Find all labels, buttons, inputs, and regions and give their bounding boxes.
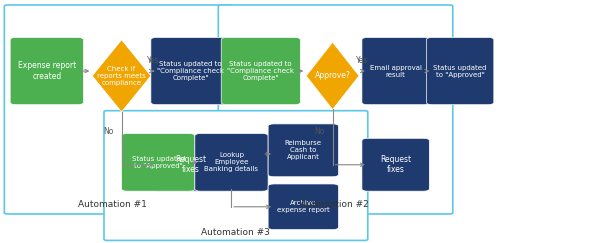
Text: Request
fixes: Request fixes <box>175 155 206 174</box>
Text: Approve?: Approve? <box>315 71 350 80</box>
Polygon shape <box>92 40 151 112</box>
FancyBboxPatch shape <box>268 184 339 230</box>
Text: Automation #3: Automation #3 <box>201 227 270 236</box>
Text: Reimburse
Cash to
Applicant: Reimburse Cash to Applicant <box>285 140 322 160</box>
Text: Archive
expense report: Archive expense report <box>277 200 330 213</box>
FancyBboxPatch shape <box>4 5 233 214</box>
Text: Status updated to
"Compliance check
Complete": Status updated to "Compliance check Comp… <box>227 61 294 81</box>
Text: Automation #2: Automation #2 <box>300 200 369 209</box>
FancyBboxPatch shape <box>121 133 195 191</box>
FancyBboxPatch shape <box>195 133 268 191</box>
Text: No: No <box>315 127 325 136</box>
Polygon shape <box>306 42 359 110</box>
Text: No: No <box>104 127 114 136</box>
FancyBboxPatch shape <box>362 37 429 105</box>
Text: Yes: Yes <box>147 56 159 65</box>
Text: Request
fixes: Request fixes <box>380 155 411 174</box>
Text: Lookup
Employee
Banking details: Lookup Employee Banking details <box>204 152 259 172</box>
FancyBboxPatch shape <box>10 37 84 105</box>
FancyBboxPatch shape <box>104 111 368 240</box>
FancyBboxPatch shape <box>426 37 494 105</box>
FancyBboxPatch shape <box>268 124 339 177</box>
FancyBboxPatch shape <box>151 138 230 191</box>
FancyBboxPatch shape <box>219 5 453 214</box>
Text: Status updated to
"Compliance check
Complete": Status updated to "Compliance check Comp… <box>157 61 224 81</box>
Text: Email approval
result: Email approval result <box>370 65 422 78</box>
Text: Expense report
created: Expense report created <box>18 61 76 81</box>
Text: Check if
reports meets
compliance: Check if reports meets compliance <box>97 66 146 86</box>
Text: Status updated
to "Approved": Status updated to "Approved" <box>131 156 185 169</box>
FancyBboxPatch shape <box>151 37 230 105</box>
Text: Status updated
to "Approved": Status updated to "Approved" <box>434 65 487 78</box>
Text: Automation #1: Automation #1 <box>78 200 147 209</box>
Text: Yes: Yes <box>356 56 369 65</box>
FancyBboxPatch shape <box>221 37 300 105</box>
FancyBboxPatch shape <box>362 138 429 191</box>
